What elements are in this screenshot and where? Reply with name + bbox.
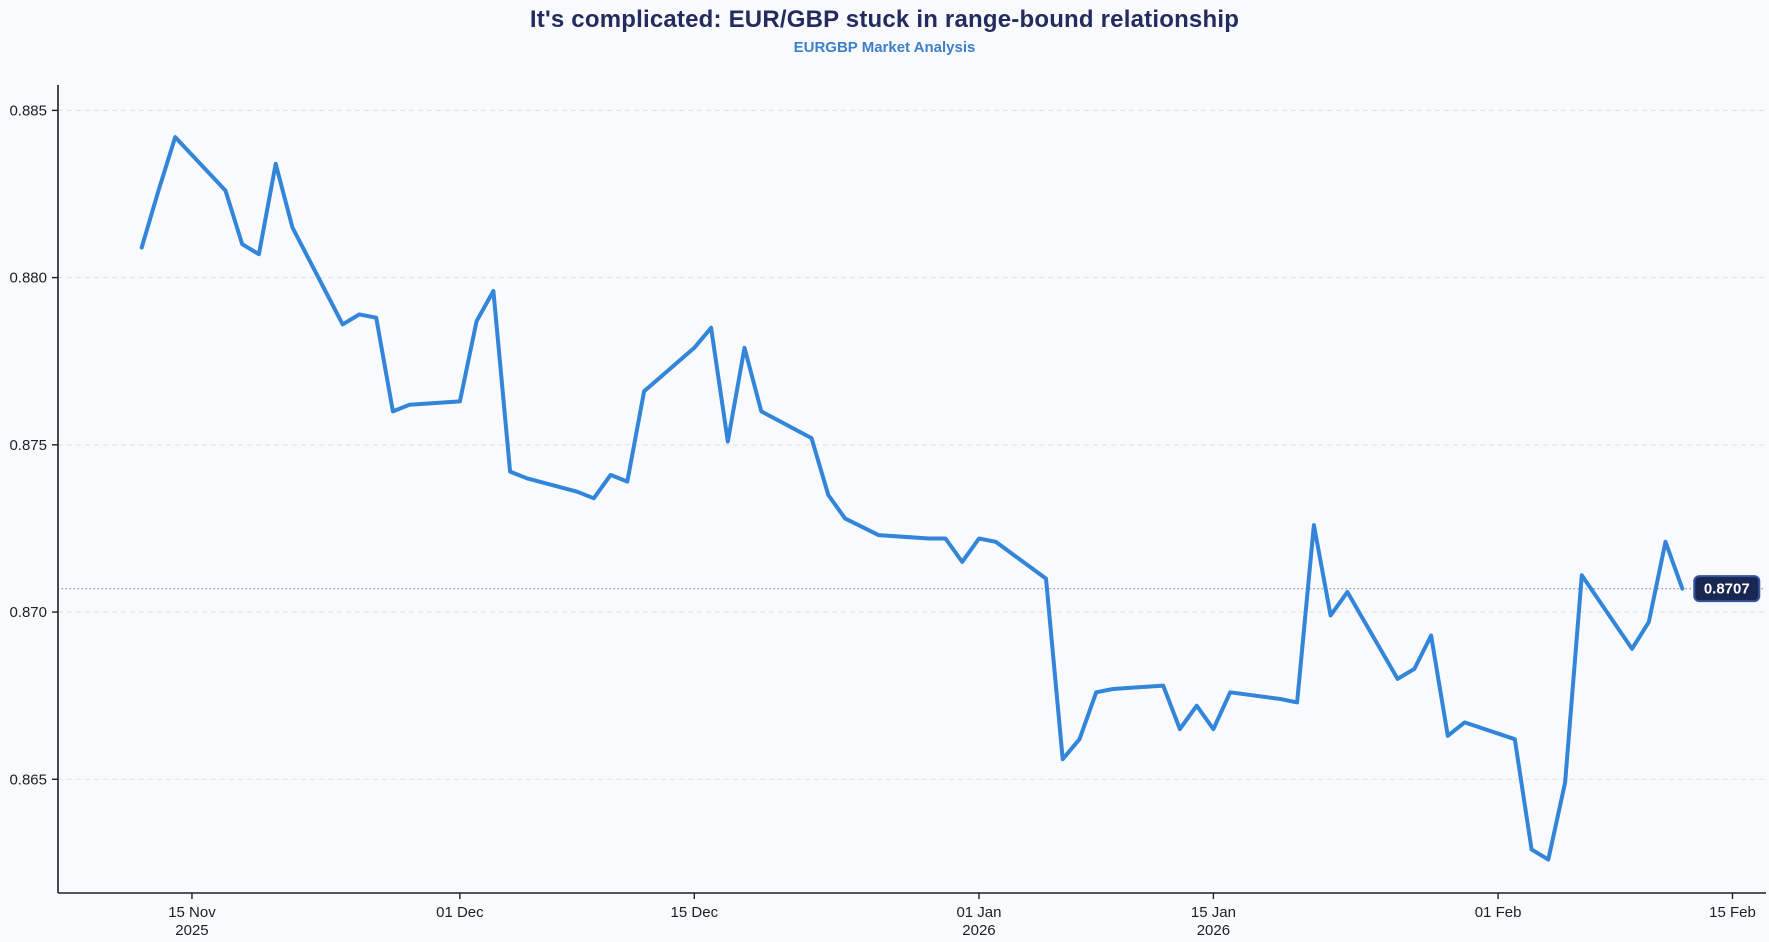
last-price-badge-label: 0.8707 bbox=[1704, 581, 1750, 598]
x-tick-year-label: 2026 bbox=[1197, 922, 1230, 939]
y-tick-label: 0.865 bbox=[9, 771, 47, 788]
chart-subtitle: EURGBP Market Analysis bbox=[793, 39, 976, 56]
chart-title: It's complicated: EUR/GBP stuck in range… bbox=[529, 6, 1240, 33]
y-tick-label: 0.885 bbox=[9, 102, 47, 119]
x-tick-label: 15 Dec bbox=[671, 904, 719, 921]
x-tick-label: 15 Feb bbox=[1709, 904, 1756, 921]
x-tick-label: 01 Dec bbox=[436, 904, 484, 921]
y-tick-label: 0.870 bbox=[9, 604, 47, 621]
y-tick-label: 0.880 bbox=[9, 270, 47, 287]
y-tick-label: 0.875 bbox=[9, 437, 47, 454]
x-tick-year-label: 2026 bbox=[962, 922, 995, 939]
x-tick-label: 15 Jan bbox=[1191, 904, 1236, 921]
price-line bbox=[139, 135, 1685, 862]
x-tick-year-label: 2025 bbox=[175, 922, 208, 939]
x-tick-label: 01 Feb bbox=[1475, 904, 1522, 921]
x-tick-label: 15 Nov bbox=[168, 904, 216, 921]
x-tick-label: 01 Jan bbox=[956, 904, 1001, 921]
last-price-badge bbox=[1693, 575, 1761, 603]
